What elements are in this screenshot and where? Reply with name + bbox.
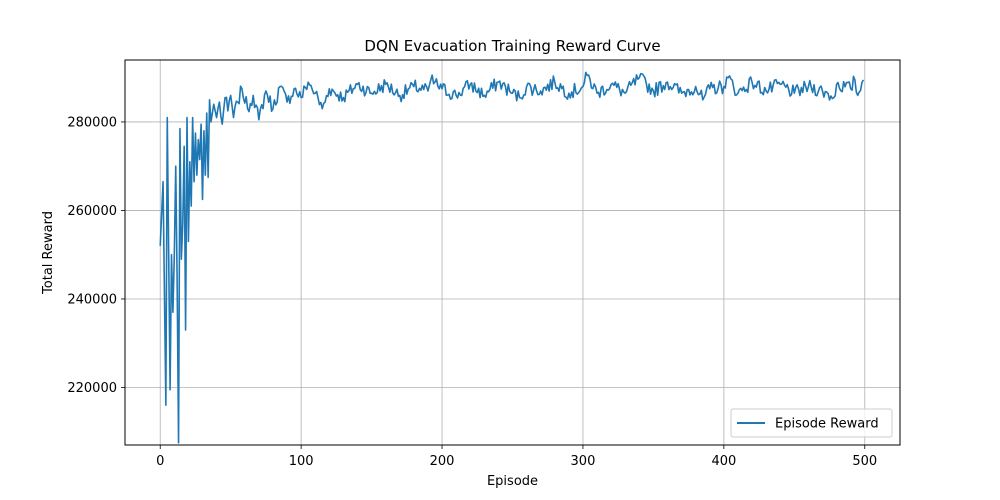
legend-box — [730, 408, 893, 438]
y-tick-label: 280000 — [67, 115, 117, 130]
x-axis-ticks: 0 100 200 300 400 500 — [156, 445, 877, 469]
x-tick-label: 100 — [289, 454, 314, 469]
y-tick-label: 240000 — [67, 292, 117, 307]
chart-title: DQN Evacuation Training Reward Curve — [364, 37, 660, 55]
episode-reward-line — [159, 71, 865, 444]
x-tick-label: 300 — [571, 454, 596, 469]
x-tick-label: 500 — [852, 454, 877, 469]
y-axis-ticks: 220000 240000 260000 280000 — [67, 115, 125, 396]
y-axis-label: Total Reward — [41, 211, 56, 295]
x-tick-label: 0 — [156, 454, 164, 469]
x-tick-label: 200 — [430, 454, 455, 469]
series-layer — [159, 71, 865, 444]
plot-frame — [124, 59, 901, 446]
x-axis-label: Episode — [487, 474, 538, 489]
y-tick-label: 260000 — [67, 204, 117, 219]
grid-lines — [125, 60, 900, 445]
legend-label: Episode Reward — [775, 417, 879, 432]
legend: Episode Reward — [730, 408, 893, 438]
y-tick-label: 220000 — [67, 381, 117, 396]
x-tick-label: 400 — [711, 454, 736, 469]
